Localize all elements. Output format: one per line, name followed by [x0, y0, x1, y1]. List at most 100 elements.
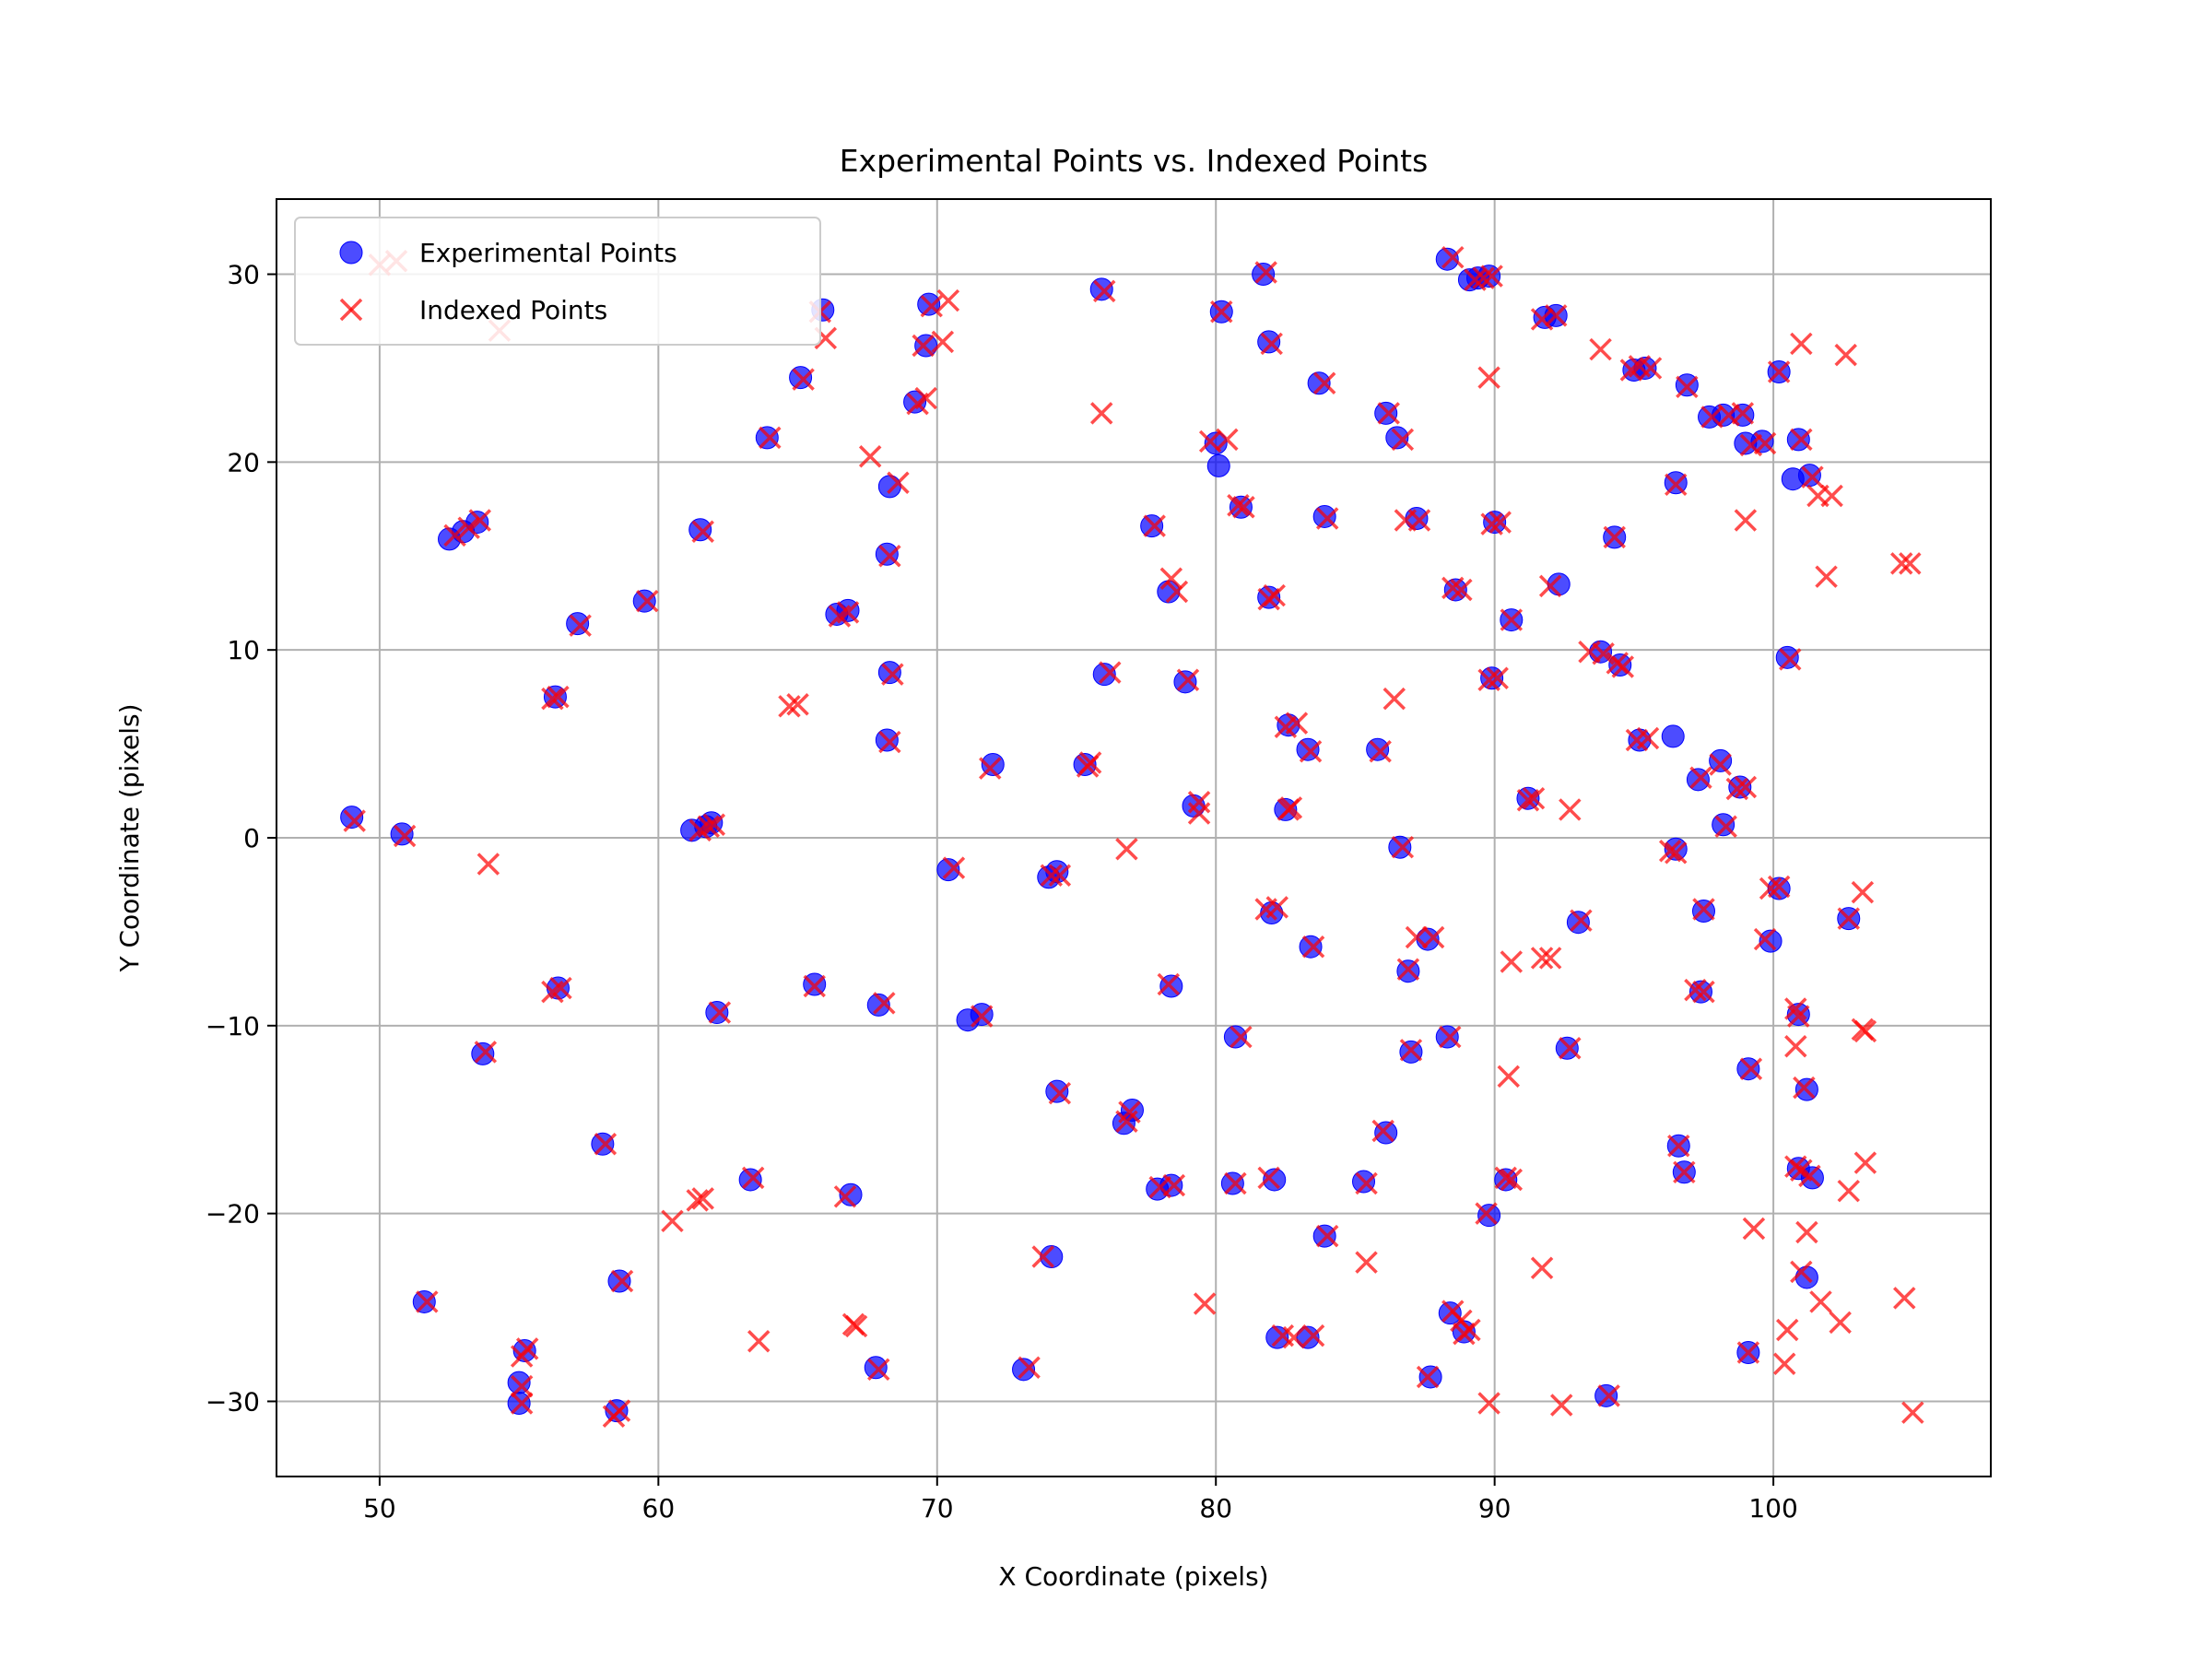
- indexed-point: [1224, 1171, 1247, 1195]
- indexed-point: [1500, 950, 1524, 973]
- indexed-point: [549, 976, 572, 1000]
- y-tick-label: −30: [206, 1386, 260, 1417]
- indexed-point: [1143, 514, 1166, 537]
- indexed-point: [1230, 1025, 1253, 1049]
- indexed-point: [1099, 661, 1122, 684]
- indexed-point: [686, 1189, 709, 1212]
- indexed-point: [1889, 552, 1913, 575]
- experimental-point: [412, 1289, 436, 1313]
- experimental-point: [632, 589, 656, 613]
- indexed-point: [691, 1187, 714, 1210]
- indexed-point: [1282, 1325, 1306, 1349]
- indexed-point: [1048, 864, 1072, 888]
- indexed-point: [1399, 1039, 1423, 1062]
- indexed-point: [1500, 1168, 1524, 1192]
- experimental-point: [1299, 935, 1323, 959]
- indexed-point: [1714, 815, 1737, 839]
- indexed-point: [1516, 788, 1540, 812]
- experimental-point: [936, 858, 960, 882]
- indexed-point: [1488, 511, 1512, 534]
- indexed-point: [1739, 1057, 1763, 1080]
- indexed-point: [1093, 279, 1116, 303]
- indexed-point: [1355, 1171, 1378, 1195]
- indexed-point: [1391, 428, 1415, 452]
- indexed-point: [1301, 935, 1325, 959]
- indexed-point: [873, 992, 896, 1015]
- indexed-point: [393, 824, 417, 848]
- indexed-point: [1611, 655, 1635, 678]
- indexed-point: [1538, 947, 1562, 970]
- experimental-point: [1012, 1358, 1036, 1382]
- indexed-point: [1790, 1260, 1813, 1284]
- indexed-point: [1530, 1256, 1554, 1279]
- indexed-point: [1550, 1394, 1573, 1417]
- indexed-point: [920, 294, 943, 318]
- indexed-point: [474, 1041, 498, 1064]
- indexed-point: [1689, 766, 1712, 790]
- indexed-point: [1625, 728, 1649, 752]
- indexed-point: [1494, 1166, 1517, 1190]
- indexed-point: [1458, 1318, 1481, 1342]
- indexed-point: [1315, 1224, 1339, 1248]
- indexed-point: [1018, 1356, 1041, 1380]
- indexed-point: [702, 813, 726, 836]
- indexed-point: [970, 1005, 994, 1028]
- indexed-point: [786, 693, 809, 716]
- indexed-point: [1809, 1290, 1832, 1313]
- indexed-point: [1853, 1151, 1877, 1174]
- experimental-point: [1388, 835, 1412, 859]
- experimental-point: [877, 475, 901, 499]
- indexed-point: [1371, 1119, 1394, 1143]
- indexed-point: [841, 1312, 865, 1336]
- experimental-point: [591, 1132, 615, 1156]
- x-tick-label: 70: [921, 1493, 954, 1524]
- indexed-point: [1893, 1287, 1916, 1310]
- experimental-point: [1435, 247, 1459, 271]
- indexed-point: [1301, 1324, 1325, 1347]
- experimental-point: [605, 1399, 629, 1423]
- experimental-point: [1374, 401, 1398, 425]
- indexed-point: [1767, 360, 1791, 383]
- indexed-point: [594, 1132, 618, 1156]
- indexed-point: [691, 520, 714, 544]
- experimental-point: [1140, 514, 1164, 538]
- indexed-point: [1159, 567, 1183, 590]
- indexed-point: [1692, 898, 1715, 921]
- indexed-point: [1299, 740, 1323, 763]
- indexed-point: [1725, 777, 1749, 801]
- indexed-point: [942, 856, 966, 879]
- indexed-point: [1684, 978, 1707, 1002]
- experimental-point: [1307, 371, 1331, 395]
- indexed-point: [1658, 840, 1682, 863]
- indexed-point: [1118, 1100, 1141, 1124]
- indexed-point: [1665, 841, 1688, 865]
- indexed-point: [836, 601, 860, 624]
- indexed-point: [1441, 245, 1465, 269]
- experimental-point: [1092, 663, 1116, 687]
- indexed-point: [1772, 1352, 1796, 1375]
- indexed-point: [1377, 402, 1400, 425]
- indexed-point: [1480, 265, 1503, 288]
- indexed-point: [1753, 927, 1777, 951]
- y-tick-label: 10: [227, 635, 260, 665]
- indexed-point: [1597, 1384, 1620, 1407]
- indexed-point: [1784, 1035, 1807, 1058]
- experimental-point: [1206, 453, 1230, 477]
- indexed-point: [1522, 786, 1546, 810]
- x-tick-label: 100: [1748, 1493, 1797, 1524]
- experimental-point: [1385, 426, 1409, 450]
- indexed-point: [1530, 308, 1554, 331]
- indexed-point: [1570, 909, 1593, 932]
- indexed-point: [1477, 1392, 1500, 1415]
- indexed-point: [887, 471, 910, 495]
- indexed-point: [1544, 304, 1568, 327]
- indexed-point: [1530, 947, 1554, 970]
- y-tick-label: 0: [243, 823, 260, 853]
- indexed-point: [1477, 366, 1500, 389]
- indexed-point: [1837, 1179, 1860, 1203]
- indexed-point: [636, 589, 659, 613]
- indexed-point: [1901, 1401, 1924, 1424]
- indexed-point: [1486, 666, 1509, 689]
- indexed-point: [1779, 648, 1802, 671]
